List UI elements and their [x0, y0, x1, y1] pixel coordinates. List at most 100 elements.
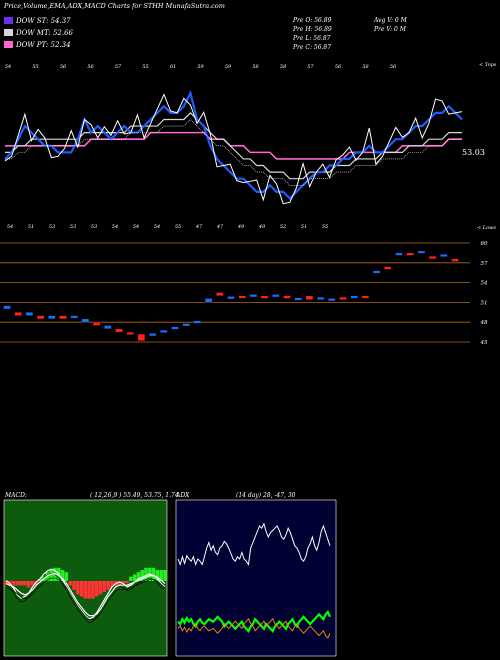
bottom-label: 49 — [237, 224, 245, 230]
bottom-label: 54 — [154, 224, 160, 230]
candle — [384, 266, 392, 270]
candle — [171, 326, 179, 330]
macd-histogram-bar — [11, 581, 16, 586]
legend-dow-mt-swatch — [4, 29, 13, 36]
adx-background — [175, 499, 337, 657]
candle — [92, 322, 101, 326]
candle — [339, 296, 347, 300]
macd-histogram-bar — [102, 581, 107, 592]
bottom-label: 55 — [175, 224, 181, 230]
candle — [406, 252, 414, 256]
bottom-label: 53 — [70, 224, 76, 230]
legend-dow-pt-swatch — [4, 41, 13, 48]
macd-histogram-bar — [117, 581, 122, 586]
candle — [305, 295, 314, 300]
chart-title: Price,Volume,EMA,ADX,MACD Charts for STH… — [4, 2, 225, 10]
macd-histogram-bar — [4, 581, 8, 586]
ytick-label: 45 — [480, 340, 488, 346]
candle — [204, 298, 213, 303]
legend-dow-st-swatch — [4, 17, 13, 24]
top-label: 55 — [142, 64, 148, 70]
candle — [48, 315, 56, 320]
candle — [216, 292, 224, 296]
adx-plusdi-line — [177, 610, 331, 634]
macd-histogram-bar — [110, 581, 114, 588]
top-label: 59 — [225, 64, 232, 70]
bottom-label: 47 — [216, 224, 224, 230]
candle — [440, 254, 448, 257]
macd-histogram-bar — [87, 581, 91, 599]
legend-dow-mt: DOW MT: 52.66 — [4, 28, 73, 37]
candle — [137, 333, 146, 341]
candle — [428, 256, 437, 259]
candle — [115, 328, 123, 333]
legend-dow-pt-label: DOW PT: 52.34 — [16, 40, 71, 49]
last-price-label: 53.03 — [462, 148, 485, 157]
candle — [227, 296, 235, 300]
top-label: 56 — [87, 64, 94, 70]
ytick-label: 60 — [481, 241, 488, 247]
top-label: 56 — [390, 64, 397, 70]
lows-tag: < Lows — [477, 225, 496, 231]
top-label: 57 — [307, 64, 314, 70]
signal-line — [5, 573, 166, 617]
top-label: 54 — [5, 64, 11, 70]
macd-histogram-bar — [38, 578, 42, 581]
top-label: 58 — [362, 64, 368, 70]
candle-chart: 60 57 54 51 48 45 — [0, 241, 488, 346]
legend-dow-st: DOW ST: 54.37 — [4, 16, 71, 25]
macd-label: MACD: — [5, 492, 27, 499]
macd-histogram-bar — [76, 581, 80, 595]
macd-histogram-bar — [45, 572, 50, 581]
bottom-label: 53 — [49, 224, 55, 230]
macd-histogram-bar — [72, 581, 76, 590]
candle — [59, 315, 67, 320]
macd-line — [5, 568, 166, 620]
candle — [283, 295, 291, 299]
candle — [182, 323, 190, 327]
candle — [395, 252, 403, 256]
dotted-ema-line — [5, 119, 462, 186]
bottom-label: 54 — [133, 224, 139, 230]
adx-adx-line — [177, 522, 331, 567]
macd-histogram-bar — [163, 570, 167, 581]
candle — [104, 325, 112, 329]
top-label: 59 — [197, 64, 204, 70]
macd-histogram-bar — [22, 581, 27, 586]
macd-histogram-bar — [129, 576, 133, 581]
macd-histogram-bar — [98, 581, 103, 595]
bottom-label: 55 — [322, 224, 328, 230]
prev-volume: Pre V: 0 M — [374, 26, 406, 33]
macd-histogram-bar — [83, 581, 88, 599]
prev-close: Pre C: 56.87 — [293, 44, 332, 51]
macd-histogram-bar — [159, 570, 163, 581]
candle — [3, 305, 11, 310]
top-label: 61 — [170, 64, 176, 70]
macd-histogram-bar — [94, 581, 99, 597]
ytick-label: 48 — [480, 320, 488, 326]
macd-histogram-bar — [60, 570, 65, 581]
adx-label: ADX — [176, 492, 190, 499]
dow-mt-line — [5, 112, 462, 180]
adx-params: (14 day) 28, -47, 30 — [236, 492, 296, 499]
macd-histogram-bar — [121, 581, 126, 584]
top-label: 58 — [280, 64, 286, 70]
macd-params: ( 12,26,9 ) 55.49, 53.75, 1.74 — [90, 492, 179, 499]
candle — [417, 250, 426, 254]
candle — [160, 329, 168, 333]
candle — [350, 295, 358, 299]
bottom-label: 52 — [280, 224, 286, 230]
macd-histogram-bar — [68, 581, 72, 586]
signal-shadow-line — [5, 577, 166, 620]
macd-histogram-bar — [91, 581, 95, 599]
prev-low: Pre L: 56.87 — [293, 35, 331, 42]
macd-histogram-bar — [132, 574, 137, 581]
candle — [372, 270, 381, 274]
ytick-label: 51 — [481, 300, 488, 306]
bottom-label: 49 — [258, 224, 266, 230]
avg-volume: Avg V: 0 M — [374, 17, 407, 24]
price-line — [4, 93, 463, 205]
macd-histogram-bar — [155, 570, 160, 581]
